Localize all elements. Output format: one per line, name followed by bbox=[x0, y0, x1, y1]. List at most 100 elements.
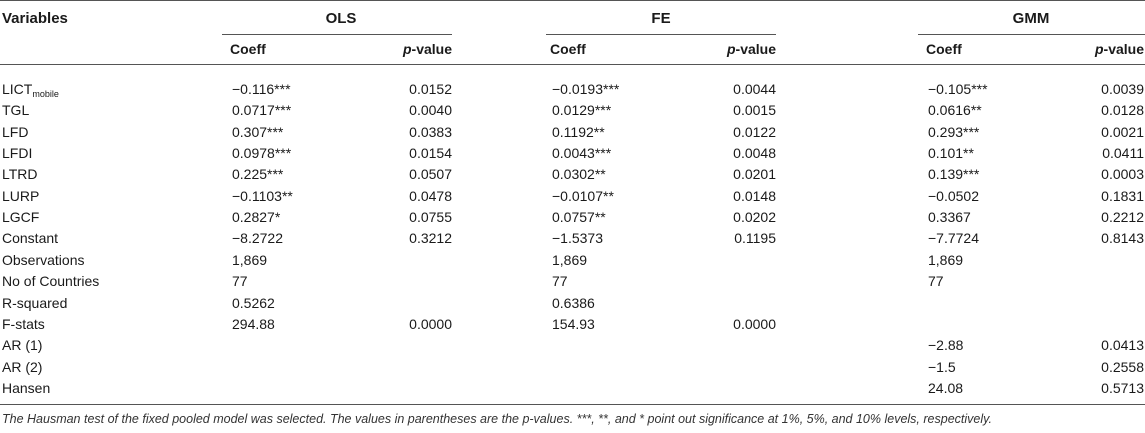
row-variable: TGL bbox=[2, 102, 30, 119]
coeff-cell: 0.0129*** bbox=[552, 102, 612, 119]
coeff-cell: 0.1192** bbox=[552, 123, 605, 140]
coeff-cell: 1,869 bbox=[928, 251, 964, 268]
coeff-cell: −8.2722 bbox=[232, 230, 283, 247]
coeff-cell: 0.293*** bbox=[928, 123, 980, 140]
fe-rule bbox=[546, 34, 776, 35]
coeff-cell: −1.5 bbox=[928, 358, 956, 375]
coeff-cell: −2.88 bbox=[928, 337, 964, 354]
table-row: AR (2) −1.5 0.2558 bbox=[0, 358, 1145, 378]
pvalue-cell: 0.5713 bbox=[1101, 379, 1144, 396]
row-variable: Constant bbox=[2, 230, 59, 247]
pvalue-cell: 0.0000 bbox=[733, 315, 776, 332]
row-variable: No of Countries bbox=[2, 273, 100, 290]
coeff-cell: −7.7724 bbox=[928, 230, 979, 247]
pvalue-cell: 0.2558 bbox=[1101, 358, 1144, 375]
row-variable: LFDI bbox=[2, 145, 33, 162]
row-variable: LTRD bbox=[2, 166, 38, 183]
ols-coeff-header: Coeff bbox=[230, 41, 266, 57]
row-variable: F-stats bbox=[2, 315, 45, 332]
table-row: LURP −0.1103** 0.0478 −0.0107** 0.0148 −0.050… bbox=[0, 187, 1145, 207]
coeff-cell: 77 bbox=[232, 273, 248, 290]
pvalue-cell: 0.0411 bbox=[1102, 145, 1144, 162]
ols-pvalue-header: p-value bbox=[402, 41, 452, 57]
coeff-cell: 77 bbox=[928, 273, 944, 290]
pvalue-cell: 0.0148 bbox=[733, 187, 776, 204]
bottom-rule bbox=[0, 404, 1145, 405]
table-row: Observations 1,869 1,869 1,869 bbox=[0, 251, 1145, 271]
coeff-cell: 0.307*** bbox=[232, 123, 284, 140]
fe-pvalue-header: p-value bbox=[726, 41, 776, 57]
pvalue-cell: 0.0201 bbox=[733, 166, 776, 183]
pvalue-cell: 0.0048 bbox=[733, 145, 776, 162]
header-rule bbox=[0, 64, 1145, 65]
gmm-rule bbox=[918, 34, 1145, 35]
header-ols: OLS bbox=[325, 10, 357, 27]
pvalue-cell: 0.1195 bbox=[734, 230, 776, 247]
pvalue-cell: 0.0039 bbox=[1101, 81, 1144, 97]
table-row: No of Countries 77 77 77 bbox=[0, 272, 1145, 292]
pvalue-cell: 0.0507 bbox=[409, 166, 452, 183]
pvalue-cell: 0.0755 bbox=[409, 209, 452, 226]
pvalue-cell: 0.0003 bbox=[1101, 166, 1144, 183]
pvalue-cell: 0.0000 bbox=[409, 315, 452, 332]
coeff-cell: −0.1103** bbox=[232, 187, 293, 204]
coeff-cell: 0.3367 bbox=[928, 209, 971, 226]
pvalue-cell: 0.1831 bbox=[1101, 187, 1144, 204]
coeff-cell: 1,869 bbox=[552, 251, 588, 268]
row-variable: R-squared bbox=[2, 294, 68, 311]
table-row: F-stats 294.88 0.0000 154.93 0.0000 bbox=[0, 315, 1145, 335]
coeff-cell: 0.6386 bbox=[552, 294, 595, 311]
row-variable: Observations bbox=[2, 251, 85, 268]
coeff-cell: −0.0107** bbox=[552, 187, 614, 204]
coeff-cell: −0.105*** bbox=[928, 81, 988, 97]
pvalue-cell: 0.0021 bbox=[1101, 123, 1144, 140]
pvalue-cell: 0.0128 bbox=[1101, 102, 1144, 119]
coeff-cell: −0.116*** bbox=[232, 81, 291, 97]
table-row: LTRD 0.225*** 0.0507 0.0302** 0.0201 0.139***… bbox=[0, 165, 1145, 185]
pvalue-cell: 0.0202 bbox=[733, 209, 776, 226]
header-variables: Variables bbox=[2, 10, 68, 27]
header-gmm: GMM bbox=[1012, 10, 1050, 27]
row-variable: LFD bbox=[2, 123, 29, 140]
header-fe: FE bbox=[651, 10, 671, 27]
pvalue-cell: 0.0044 bbox=[733, 81, 776, 97]
coeff-cell: 0.139*** bbox=[928, 166, 980, 183]
table-row: R-squared 0.5262 0.6386 bbox=[0, 294, 1145, 314]
table-row: Hansen 24.08 0.5713 bbox=[0, 379, 1145, 399]
pvalue-cell: 0.2212 bbox=[1101, 209, 1144, 226]
row-variable: LGCF bbox=[2, 209, 40, 226]
coeff-cell: 0.101** bbox=[928, 145, 974, 162]
pvalue-cell: 0.0413 bbox=[1101, 337, 1144, 354]
pvalue-cell: 0.0122 bbox=[733, 123, 776, 140]
coeff-cell: 0.225*** bbox=[232, 166, 284, 183]
coeff-cell: 0.5262 bbox=[232, 294, 275, 311]
pvalue-cell: 0.0154 bbox=[409, 145, 452, 162]
pvalue-cell: 0.0040 bbox=[409, 102, 452, 119]
pvalue-cell: 0.0152 bbox=[409, 81, 452, 97]
pvalue-cell: 0.8143 bbox=[1101, 230, 1144, 247]
coeff-cell: −0.0502 bbox=[928, 187, 979, 204]
pvalue-cell: 0.0478 bbox=[409, 187, 452, 204]
table-footnote: The Hausman test of the fixed pooled mod… bbox=[2, 412, 992, 426]
table-row: Constant −8.2722 0.3212 −1.5373 0.1195 −7.772… bbox=[0, 229, 1145, 249]
coeff-cell: 77 bbox=[552, 273, 568, 290]
coeff-cell: 0.0043*** bbox=[552, 145, 612, 162]
coeff-cell: 0.2827* bbox=[232, 209, 281, 226]
row-variable: AR (1) bbox=[2, 337, 43, 354]
coeff-cell: 0.0717*** bbox=[232, 102, 292, 119]
row-variable: LICTmobile bbox=[2, 81, 59, 99]
coeff-cell: 154.93 bbox=[552, 315, 595, 332]
table-row: LFDI 0.0978*** 0.0154 0.0043*** 0.0048 0.101*… bbox=[0, 144, 1145, 164]
coeff-cell: 0.0616** bbox=[928, 102, 982, 119]
coeff-cell: 1,869 bbox=[232, 251, 268, 268]
coeff-cell: 24.08 bbox=[928, 379, 964, 396]
coeff-cell: −1.5373 bbox=[552, 230, 603, 247]
pvalue-cell: 0.3212 bbox=[409, 230, 452, 247]
row-variable: Hansen bbox=[2, 379, 51, 396]
row-variable: AR (2) bbox=[2, 358, 43, 375]
gmm-coeff-header: Coeff bbox=[926, 41, 962, 57]
table-row: LICTmobile −0.116*** 0.0152 −0.0193*** 0.004… bbox=[0, 80, 1145, 100]
table-row: LGCF 0.2827* 0.0755 0.0757** 0.0202 0.3367 0.2… bbox=[0, 208, 1145, 228]
row-variable: LURP bbox=[2, 187, 40, 204]
